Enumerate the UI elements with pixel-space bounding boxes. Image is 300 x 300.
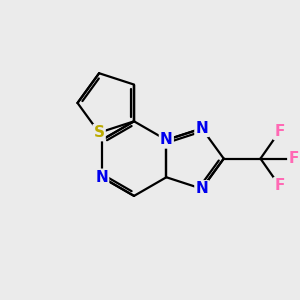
Text: F: F — [274, 124, 285, 139]
Text: N: N — [160, 133, 173, 148]
Text: N: N — [195, 181, 208, 196]
Text: S: S — [94, 125, 105, 140]
Text: N: N — [95, 170, 108, 185]
Text: N: N — [195, 121, 208, 136]
Text: F: F — [288, 151, 299, 166]
Text: F: F — [274, 178, 285, 193]
